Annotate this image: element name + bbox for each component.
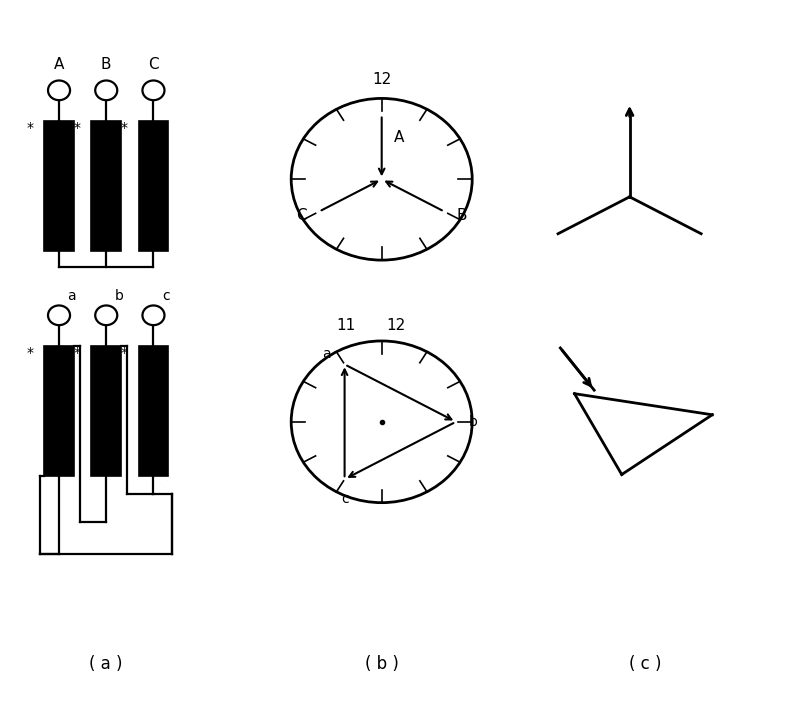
Text: ( c ): ( c ) bbox=[629, 655, 662, 673]
Text: C: C bbox=[296, 207, 306, 223]
Circle shape bbox=[291, 341, 472, 503]
Text: *: * bbox=[74, 122, 80, 135]
Text: c: c bbox=[162, 289, 170, 302]
Circle shape bbox=[48, 80, 70, 100]
Text: 11: 11 bbox=[336, 318, 355, 333]
Circle shape bbox=[142, 305, 164, 325]
Bar bbox=[91, 122, 121, 252]
Text: *: * bbox=[121, 347, 127, 360]
Text: 12: 12 bbox=[372, 72, 391, 87]
Bar bbox=[91, 346, 121, 477]
Text: C: C bbox=[148, 57, 159, 72]
Text: b: b bbox=[468, 415, 478, 429]
Text: c: c bbox=[341, 492, 349, 506]
Text: *: * bbox=[27, 122, 33, 135]
Text: ( a ): ( a ) bbox=[90, 655, 123, 673]
Bar bbox=[139, 346, 168, 477]
Text: *: * bbox=[121, 122, 127, 135]
Text: *: * bbox=[27, 347, 33, 360]
Text: a: a bbox=[322, 347, 331, 361]
Text: a: a bbox=[68, 289, 76, 302]
Bar bbox=[139, 122, 168, 252]
Text: B: B bbox=[101, 57, 112, 72]
Circle shape bbox=[95, 305, 117, 325]
Text: ( b ): ( b ) bbox=[364, 655, 399, 673]
Circle shape bbox=[48, 305, 70, 325]
Circle shape bbox=[142, 80, 164, 100]
Bar bbox=[44, 346, 74, 477]
Text: *: * bbox=[74, 347, 80, 360]
Text: b: b bbox=[114, 289, 124, 302]
Text: A: A bbox=[394, 130, 404, 145]
Text: 12: 12 bbox=[386, 318, 405, 333]
Text: A: A bbox=[54, 57, 65, 72]
Text: B: B bbox=[457, 207, 467, 223]
Bar bbox=[44, 122, 74, 252]
Circle shape bbox=[291, 98, 472, 260]
Circle shape bbox=[95, 80, 117, 100]
